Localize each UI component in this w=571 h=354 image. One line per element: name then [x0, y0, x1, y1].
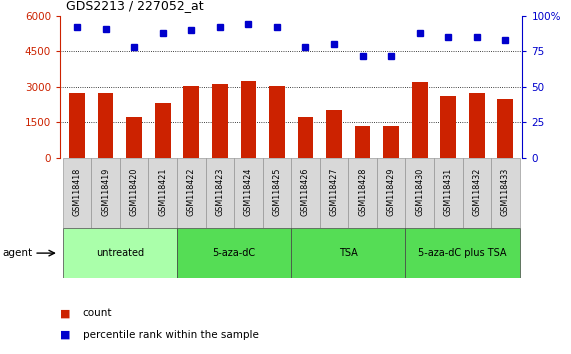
Bar: [326, 110, 342, 158]
Text: GSM118418: GSM118418: [73, 167, 82, 216]
Text: GSM118420: GSM118420: [130, 167, 139, 216]
Text: ■: ■: [60, 330, 70, 339]
Text: GSM118426: GSM118426: [301, 167, 310, 216]
Bar: [155, 103, 171, 158]
Text: 5-aza-dC plus TSA: 5-aza-dC plus TSA: [419, 248, 506, 258]
Text: GSM118424: GSM118424: [244, 167, 253, 216]
Bar: [91, 158, 120, 228]
Text: GSM118429: GSM118429: [387, 167, 396, 216]
Bar: [263, 158, 291, 228]
Bar: [491, 158, 520, 228]
Bar: [348, 158, 377, 228]
Text: GSM118430: GSM118430: [415, 167, 424, 216]
Bar: [434, 158, 463, 228]
Text: GSM118427: GSM118427: [329, 167, 339, 216]
Bar: [120, 158, 148, 228]
Bar: [69, 93, 85, 158]
Bar: [98, 93, 114, 158]
Text: GSM118433: GSM118433: [501, 167, 510, 216]
Bar: [320, 158, 348, 228]
Bar: [63, 228, 177, 278]
Bar: [177, 228, 291, 278]
Bar: [463, 158, 491, 228]
Bar: [405, 158, 434, 228]
Text: untreated: untreated: [96, 248, 144, 258]
Bar: [183, 86, 199, 158]
Text: GSM118423: GSM118423: [215, 167, 224, 216]
Text: count: count: [83, 308, 112, 318]
Text: GSM118419: GSM118419: [101, 167, 110, 216]
Text: GSM118432: GSM118432: [472, 167, 481, 216]
Text: GSM118422: GSM118422: [187, 167, 196, 216]
Bar: [269, 86, 285, 158]
Bar: [240, 81, 256, 158]
Text: GSM118425: GSM118425: [272, 167, 282, 216]
Bar: [177, 158, 206, 228]
Text: ■: ■: [60, 308, 70, 318]
Text: GSM118428: GSM118428: [358, 167, 367, 216]
Bar: [297, 118, 313, 158]
Bar: [291, 228, 405, 278]
Bar: [469, 93, 485, 158]
Text: GSM118421: GSM118421: [158, 167, 167, 216]
Bar: [148, 158, 177, 228]
Text: TSA: TSA: [339, 248, 357, 258]
Bar: [234, 158, 263, 228]
Bar: [383, 126, 399, 158]
Bar: [497, 98, 513, 158]
Bar: [291, 158, 320, 228]
Bar: [405, 228, 520, 278]
Bar: [440, 96, 456, 158]
Bar: [355, 126, 371, 158]
Text: 5-aza-dC: 5-aza-dC: [212, 248, 256, 258]
Text: GDS2213 / 227052_at: GDS2213 / 227052_at: [66, 0, 203, 12]
Bar: [412, 82, 428, 158]
Text: agent: agent: [3, 248, 33, 258]
Bar: [377, 158, 405, 228]
Bar: [63, 158, 91, 228]
Text: GSM118431: GSM118431: [444, 167, 453, 216]
Bar: [212, 84, 228, 158]
Bar: [126, 118, 142, 158]
Text: percentile rank within the sample: percentile rank within the sample: [83, 330, 259, 339]
Bar: [206, 158, 234, 228]
